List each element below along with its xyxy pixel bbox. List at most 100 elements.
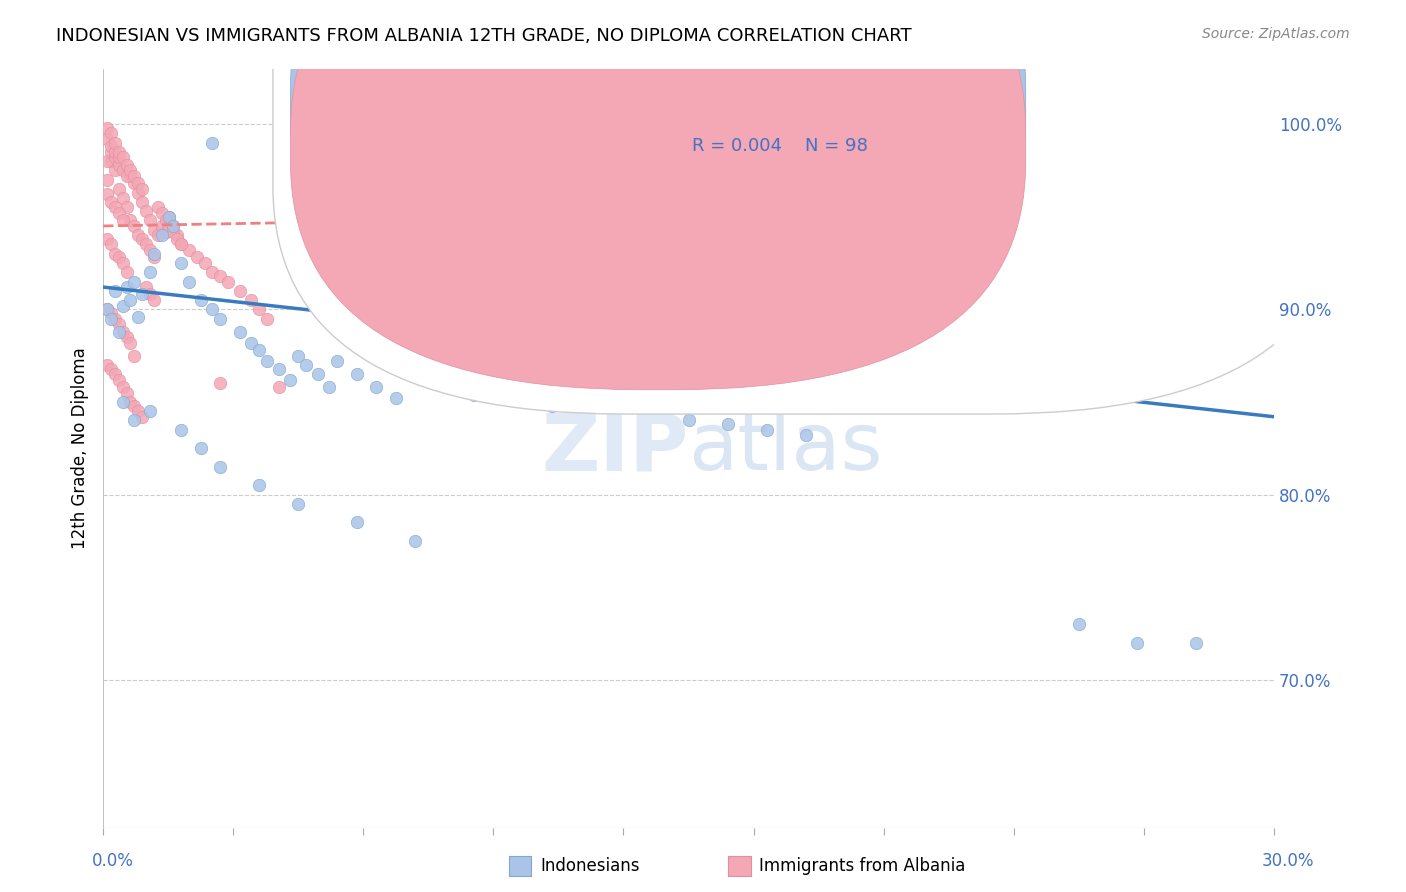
Point bbox=[155, 225, 177, 239]
Point bbox=[366, 380, 388, 394]
Text: 0.0%: 0.0% bbox=[91, 852, 134, 870]
Point bbox=[111, 256, 134, 270]
Point bbox=[96, 302, 118, 317]
Point bbox=[1185, 636, 1208, 650]
Point bbox=[96, 232, 118, 246]
Point bbox=[150, 228, 173, 243]
Point bbox=[177, 243, 200, 257]
Point bbox=[120, 293, 142, 307]
Point bbox=[96, 358, 118, 372]
Point bbox=[104, 246, 127, 260]
Point bbox=[240, 335, 263, 350]
Point bbox=[111, 395, 134, 409]
Point bbox=[107, 158, 129, 172]
Point bbox=[124, 169, 146, 183]
Point bbox=[107, 182, 129, 196]
Point bbox=[579, 373, 602, 387]
Point bbox=[96, 132, 118, 146]
Text: INDONESIAN VS IMMIGRANTS FROM ALBANIA 12TH GRADE, NO DIPLOMA CORRELATION CHART: INDONESIAN VS IMMIGRANTS FROM ALBANIA 12… bbox=[56, 27, 912, 45]
Point bbox=[131, 232, 153, 246]
Point bbox=[115, 280, 138, 294]
Point bbox=[716, 417, 738, 432]
Point bbox=[127, 228, 149, 243]
Point bbox=[131, 194, 153, 209]
Point bbox=[127, 186, 149, 200]
Point bbox=[115, 169, 138, 183]
Point bbox=[209, 268, 232, 283]
Text: 30.0%: 30.0% bbox=[1263, 852, 1315, 870]
Point bbox=[502, 373, 524, 387]
Point bbox=[150, 219, 173, 233]
Point bbox=[1067, 617, 1090, 632]
Point bbox=[482, 361, 505, 376]
Point bbox=[96, 187, 118, 202]
Point bbox=[267, 361, 290, 376]
Point bbox=[541, 399, 564, 413]
Point bbox=[135, 237, 157, 252]
Point bbox=[443, 380, 465, 394]
Point bbox=[678, 413, 700, 427]
Point bbox=[170, 256, 193, 270]
Point bbox=[170, 423, 193, 437]
Point bbox=[120, 163, 142, 178]
Point bbox=[115, 158, 138, 172]
Point bbox=[104, 145, 127, 159]
Text: R = 0.004    N = 98: R = 0.004 N = 98 bbox=[692, 137, 868, 155]
Point bbox=[201, 265, 224, 279]
Point bbox=[346, 516, 368, 530]
Point bbox=[146, 228, 169, 243]
Point bbox=[194, 256, 217, 270]
Point bbox=[96, 154, 118, 169]
Point bbox=[256, 311, 278, 326]
Point bbox=[170, 237, 193, 252]
Point bbox=[120, 213, 142, 227]
Point bbox=[209, 376, 232, 391]
Point bbox=[96, 302, 118, 317]
Point bbox=[115, 330, 138, 344]
Point bbox=[256, 354, 278, 368]
Point bbox=[100, 306, 122, 320]
Point bbox=[139, 243, 162, 257]
Point bbox=[142, 293, 165, 307]
Point bbox=[247, 478, 270, 492]
Point bbox=[159, 210, 181, 224]
Point bbox=[115, 385, 138, 400]
Point bbox=[463, 387, 485, 401]
Point bbox=[755, 423, 778, 437]
Point bbox=[104, 284, 127, 298]
Point bbox=[135, 280, 157, 294]
FancyBboxPatch shape bbox=[273, 0, 1344, 414]
Point bbox=[124, 219, 146, 233]
Point bbox=[104, 201, 127, 215]
Point bbox=[100, 361, 122, 376]
Point bbox=[287, 349, 309, 363]
Point bbox=[162, 225, 184, 239]
Point bbox=[124, 349, 146, 363]
Point bbox=[100, 145, 122, 159]
Point bbox=[111, 150, 134, 164]
Point bbox=[104, 150, 127, 164]
Point bbox=[166, 232, 188, 246]
Point bbox=[120, 395, 142, 409]
Y-axis label: 12th Grade, No Diploma: 12th Grade, No Diploma bbox=[72, 347, 89, 549]
Point bbox=[619, 330, 641, 344]
Text: Immigrants from Albania: Immigrants from Albania bbox=[759, 857, 966, 875]
Point bbox=[127, 310, 149, 324]
Point bbox=[127, 177, 149, 191]
Point bbox=[142, 251, 165, 265]
Point bbox=[124, 177, 146, 191]
Point bbox=[201, 302, 224, 317]
Point bbox=[162, 219, 184, 233]
Point bbox=[638, 399, 661, 413]
Point bbox=[104, 311, 127, 326]
Point bbox=[135, 204, 157, 219]
Point bbox=[177, 275, 200, 289]
Text: R = -0.212    N = 66: R = -0.212 N = 66 bbox=[692, 95, 875, 112]
Point bbox=[124, 275, 146, 289]
Point bbox=[124, 413, 146, 427]
Point bbox=[240, 293, 263, 307]
Point bbox=[186, 251, 208, 265]
Text: ZIP: ZIP bbox=[541, 409, 689, 487]
Point bbox=[100, 139, 122, 153]
Point bbox=[201, 136, 224, 150]
